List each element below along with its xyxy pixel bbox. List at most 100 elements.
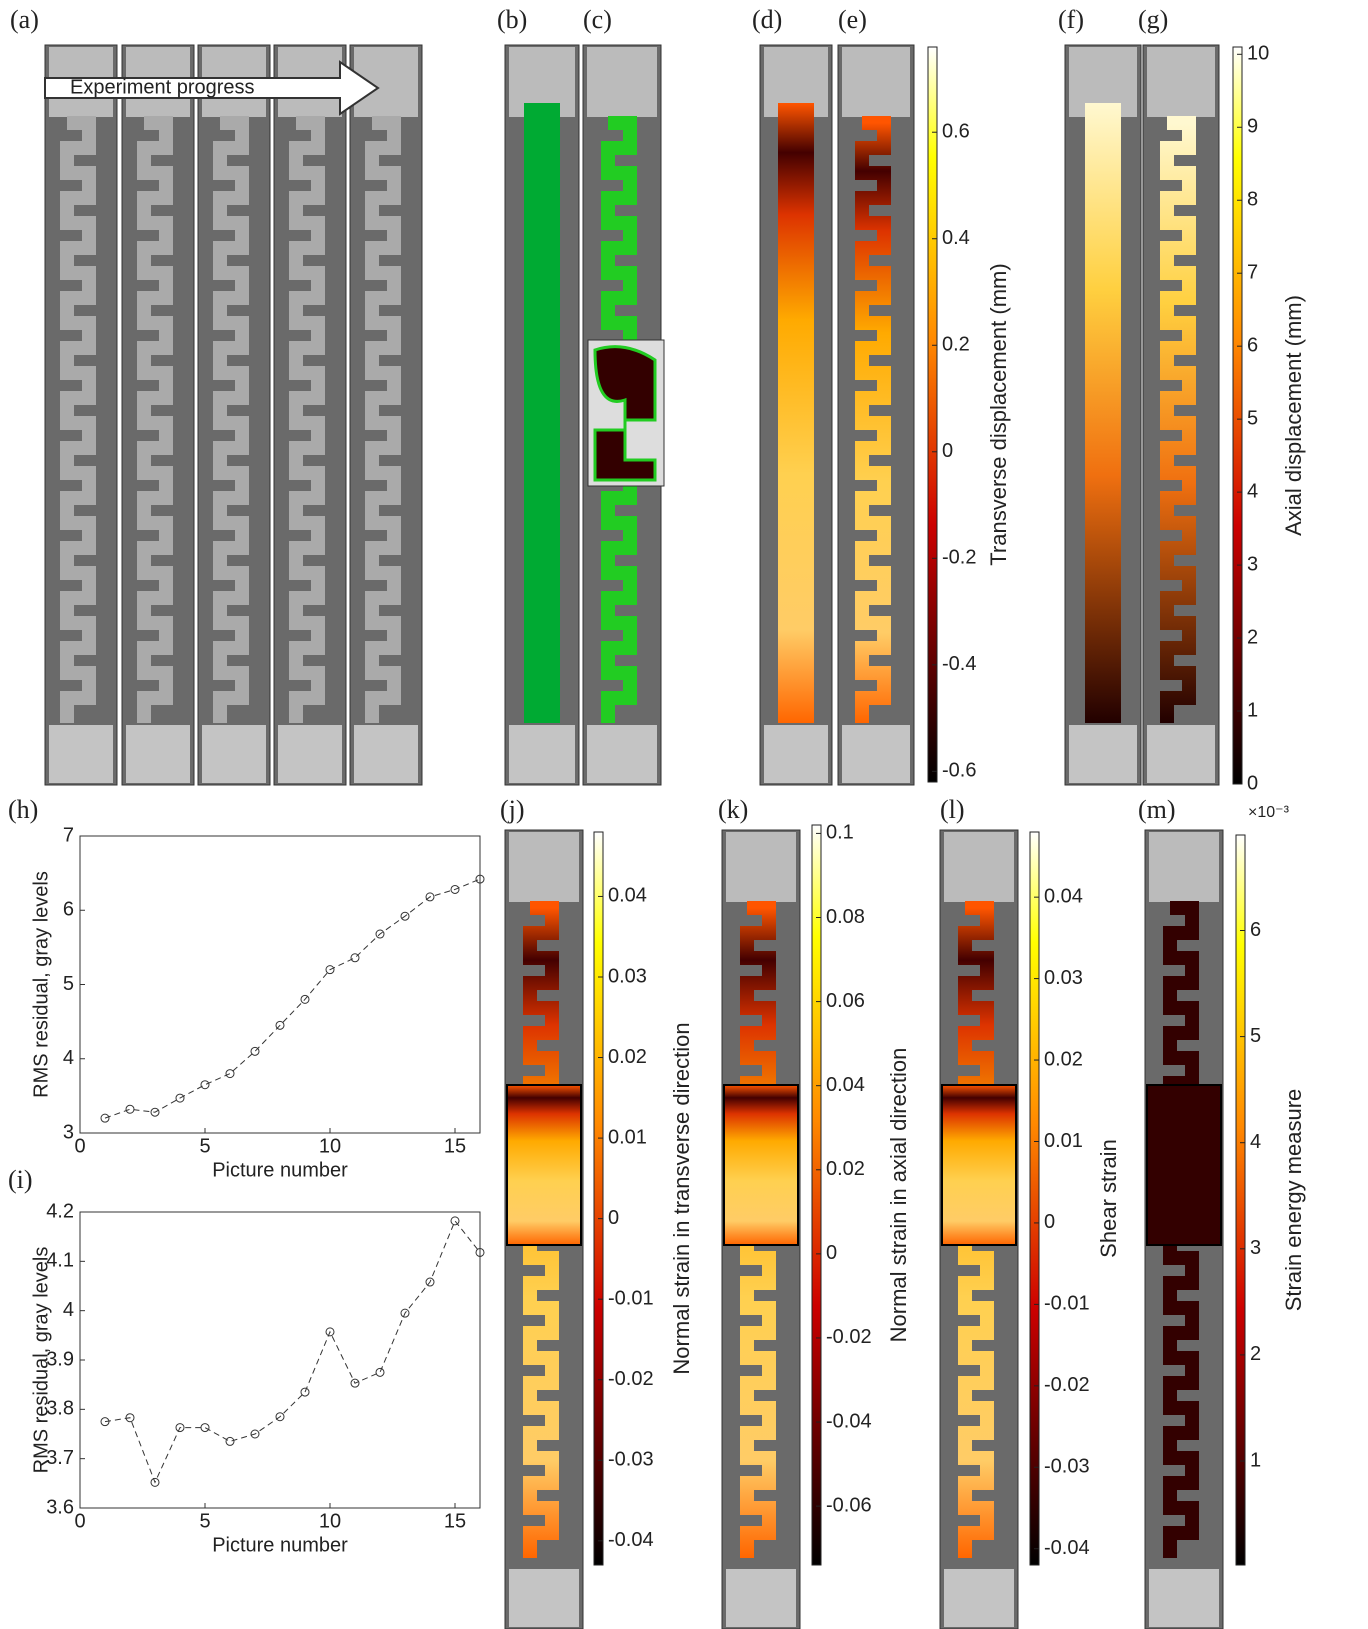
colorbar-tick-label: 3 bbox=[1250, 1237, 1261, 1259]
colorbar-tick-label: -0.04 bbox=[826, 1410, 872, 1432]
colorbar-tick-label: 0.08 bbox=[826, 906, 865, 928]
colorbar-tick-label: 0 bbox=[1247, 772, 1258, 794]
colorbar bbox=[1030, 832, 1039, 1565]
panel-label: (e) bbox=[838, 5, 867, 34]
grip bbox=[509, 725, 575, 783]
y-tick-label: 3.6 bbox=[46, 1496, 74, 1518]
y-tick-label: 4.2 bbox=[46, 1200, 74, 1222]
colorbar-title: Strain energy measure bbox=[1281, 1089, 1306, 1312]
colorbar-tick-label: 1 bbox=[1247, 699, 1258, 721]
colorbar-tick-label: -0.02 bbox=[826, 1326, 872, 1348]
colorbar-title: Normal strain in axial direction bbox=[886, 1048, 911, 1343]
grip bbox=[944, 832, 1014, 902]
colorbar bbox=[594, 832, 603, 1565]
y-axis-label: RMS residual, gray levels bbox=[30, 871, 52, 1098]
grip bbox=[726, 832, 796, 902]
colorbar-tick-label: 0.1 bbox=[826, 822, 854, 844]
zoom-box bbox=[1147, 1085, 1221, 1245]
colorbar-scale: ×10⁻³ bbox=[1248, 804, 1290, 821]
colorbar-tick-label: 2 bbox=[1250, 1343, 1261, 1365]
grip bbox=[509, 832, 579, 902]
colorbar-tick-label: 2 bbox=[1247, 626, 1258, 648]
colorbar-tick-label: -0.6 bbox=[942, 760, 976, 782]
colorbar-tick-label: -0.03 bbox=[1044, 1456, 1090, 1478]
colorbar-tick-label: -0.04 bbox=[1044, 1537, 1090, 1559]
grip bbox=[49, 725, 113, 783]
grip bbox=[202, 725, 266, 783]
colorbar-tick-label: 0 bbox=[942, 440, 953, 462]
x-tick-label: 0 bbox=[74, 1135, 85, 1157]
colorbar-tick-label: -0.4 bbox=[942, 653, 976, 675]
plot-area bbox=[80, 836, 480, 1133]
grip bbox=[1069, 725, 1137, 783]
y-tick-label: 4 bbox=[63, 1299, 74, 1321]
strip bbox=[1085, 103, 1121, 723]
colorbar-tick-label: 0.6 bbox=[942, 120, 970, 142]
colorbar-tick-label: 7 bbox=[1247, 261, 1258, 283]
colorbar-tick-label: -0.01 bbox=[1044, 1293, 1090, 1315]
colorbar-tick-label: 0.02 bbox=[608, 1046, 647, 1068]
colorbar-tick-label: -0.04 bbox=[608, 1529, 654, 1551]
panel-label: (j) bbox=[500, 795, 525, 824]
colorbar-tick-label: 0.01 bbox=[1044, 1130, 1083, 1152]
colorbar-tick-label: 10 bbox=[1247, 43, 1269, 65]
zoom-box bbox=[724, 1085, 798, 1245]
x-tick-label: 10 bbox=[319, 1510, 341, 1532]
colorbar-title: Normal strain in transverse direction bbox=[669, 1022, 694, 1374]
panel-label: (m) bbox=[1138, 795, 1176, 824]
colorbar-tick-label: -0.02 bbox=[608, 1368, 654, 1390]
y-axis-label: RMS residual, gray levels bbox=[30, 1247, 52, 1474]
x-tick-label: 5 bbox=[199, 1135, 210, 1157]
y-tick-label: 3 bbox=[63, 1121, 74, 1143]
colorbar-tick-label: 5 bbox=[1247, 407, 1258, 429]
grip bbox=[587, 47, 657, 117]
grip bbox=[1147, 725, 1215, 783]
panel-label: (g) bbox=[1138, 5, 1168, 34]
grip bbox=[764, 725, 828, 783]
colorbar-tick-label: 0.2 bbox=[942, 334, 970, 356]
colorbar-tick-label: 0.4 bbox=[942, 227, 970, 249]
colorbar-tick-label: -0.06 bbox=[826, 1494, 872, 1516]
colorbar-tick-label: 0.02 bbox=[826, 1158, 865, 1180]
colorbar-title: Transverse displacement (mm) bbox=[986, 263, 1011, 565]
x-tick-label: 10 bbox=[319, 1135, 341, 1157]
grip bbox=[1149, 832, 1219, 902]
panel-label: (k) bbox=[718, 795, 748, 824]
colorbar bbox=[928, 47, 937, 782]
colorbar-tick-label: 0 bbox=[1044, 1211, 1055, 1233]
colorbar bbox=[1236, 835, 1245, 1565]
plot-area bbox=[80, 1212, 480, 1508]
zoom-box bbox=[942, 1085, 1016, 1245]
figure: Experiment progress (a)(b)(c)(d)(e)(f)(g… bbox=[0, 0, 1368, 1629]
colorbar-tick-label: 0.02 bbox=[1044, 1048, 1083, 1070]
colorbar-tick-label: 0 bbox=[608, 1207, 619, 1229]
colorbar-tick-label: 4 bbox=[1247, 480, 1258, 502]
colorbar bbox=[1233, 47, 1242, 784]
y-tick-label: 7 bbox=[63, 824, 74, 846]
grip bbox=[126, 725, 190, 783]
colorbar-tick-label: 0.03 bbox=[608, 965, 647, 987]
panel-label: (h) bbox=[8, 795, 38, 824]
colorbar-tick-label: 0.04 bbox=[608, 885, 647, 907]
colorbar-tick-label: 0.01 bbox=[608, 1126, 647, 1148]
colorbar-tick-label: -0.2 bbox=[942, 547, 976, 569]
colorbar-tick-label: -0.02 bbox=[1044, 1374, 1090, 1396]
colorbar-tick-label: 3 bbox=[1247, 553, 1258, 575]
colorbar-title: Shear strain bbox=[1096, 1139, 1121, 1258]
x-tick-label: 15 bbox=[444, 1510, 466, 1532]
x-tick-label: 15 bbox=[444, 1135, 466, 1157]
colorbar-tick-label: 6 bbox=[1247, 334, 1258, 356]
colorbar-title: Axial displacement (mm) bbox=[1281, 295, 1306, 536]
y-tick-label: 6 bbox=[63, 899, 74, 921]
strip bbox=[524, 103, 560, 723]
colorbar-tick-label: -0.03 bbox=[608, 1449, 654, 1471]
panel-label: (b) bbox=[497, 5, 527, 34]
panel-label: (f) bbox=[1058, 5, 1084, 34]
grip bbox=[278, 725, 342, 783]
colorbar bbox=[812, 825, 821, 1565]
colorbar-tick-label: 6 bbox=[1250, 919, 1261, 941]
grip bbox=[587, 725, 657, 783]
colorbar-tick-label: 9 bbox=[1247, 116, 1258, 138]
colorbar-tick-label: 0 bbox=[826, 1242, 837, 1264]
x-axis-label: Picture number bbox=[212, 1159, 348, 1181]
